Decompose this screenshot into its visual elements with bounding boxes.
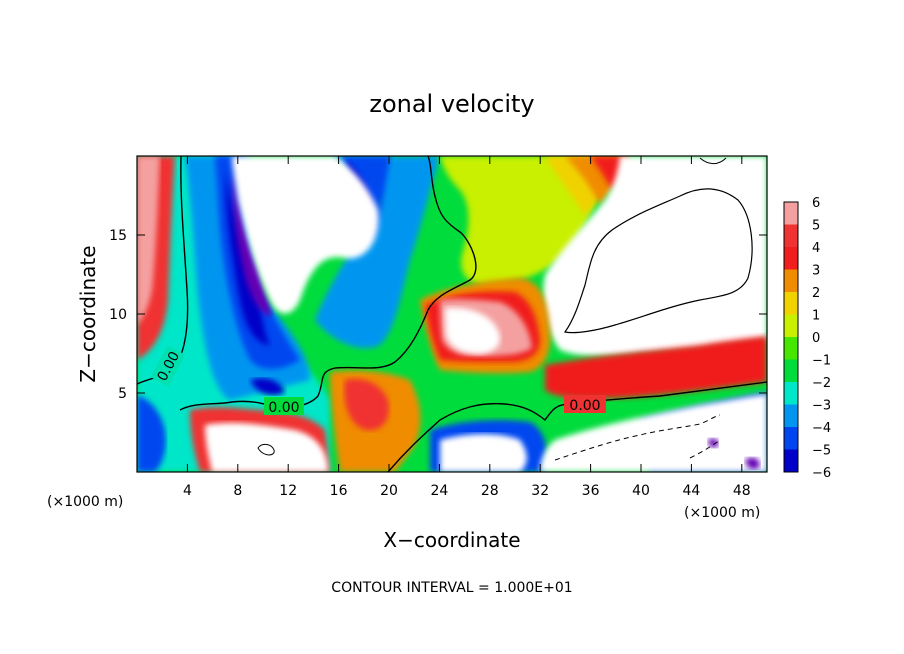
zero-contour-mid (179, 156, 477, 411)
field-region-8 (250, 378, 285, 396)
field-region-26 (137, 156, 160, 325)
zero-contour-lower (387, 381, 767, 472)
x-tick-label-20: 20 (380, 483, 398, 499)
contour-label-bg-3 (564, 395, 606, 413)
colorbar-segment-1 (784, 224, 798, 248)
colorbar-label-8: −2 (812, 376, 831, 391)
colorbar-segment-6 (784, 337, 798, 360)
y-tick-label-5: 5 (118, 386, 127, 402)
x-axis-label: X−coordinate (383, 528, 520, 552)
x-unit-left: (×1000 m) (47, 494, 123, 510)
x-tick-label-40: 40 (632, 483, 650, 499)
colorbar: 6 5 4 3 2 1 0 −1 −2 −3 −4 −5 −6 (783, 196, 831, 481)
colorbar-segment-4 (784, 292, 798, 315)
colorbar-label-6: 0 (812, 331, 820, 346)
field-region-19 (445, 307, 500, 354)
colorbar-label-12: −6 (812, 466, 831, 481)
field-region-24 (205, 422, 328, 472)
y-axis: 5 10 15 (109, 228, 767, 402)
colorbar-label-0: 6 (812, 196, 820, 211)
field-region-22 (344, 378, 389, 431)
y-tick-label-15: 15 (109, 228, 127, 244)
colorbar-segment-9 (784, 404, 798, 428)
colorbar-label-1: 5 (812, 219, 820, 234)
x-tick-label-28: 28 (481, 483, 499, 499)
colorbar-segment-8 (784, 382, 798, 405)
x-unit-right: (×1000 m) (684, 505, 760, 521)
colorbar-label-3: 3 (812, 264, 820, 279)
contour-label-2: 0.00 (268, 400, 299, 416)
field-region-33 (745, 457, 760, 470)
zero-contour-small (257, 443, 275, 456)
contour-lines (137, 156, 767, 472)
contour-label-bg-1 (150, 345, 186, 387)
colorbar-segment-7 (784, 359, 798, 383)
y-axis-label: Z−coordinate (76, 245, 100, 382)
x-tick-label-12: 12 (279, 483, 297, 499)
y-tick-label-10: 10 (109, 307, 127, 323)
x-tick-label-32: 32 (531, 483, 549, 499)
x-tick-label-8: 8 (233, 483, 242, 499)
field-region-9 (232, 170, 272, 316)
colorbar-label-7: −1 (812, 354, 831, 369)
x-tick-label-4: 4 (183, 483, 192, 499)
x-tick-label-16: 16 (330, 483, 348, 499)
contour-labels: 0.00 0.00 0.00 (150, 345, 606, 416)
field-region-20 (545, 336, 767, 399)
colorbar-label-11: −5 (812, 444, 831, 459)
contour-label-3: 0.00 (569, 398, 600, 414)
field-region-27 (137, 395, 166, 472)
field-region-32 (708, 438, 719, 448)
chart-title: zonal velocity (369, 90, 534, 118)
colorbar-label-9: −3 (812, 399, 831, 414)
colorbar-label-5: 1 (812, 309, 820, 324)
zero-contour-upper-right (563, 188, 753, 334)
negative-contour-dashed (554, 414, 721, 461)
colorbar-label-10: −4 (812, 421, 831, 436)
x-axis: 4 8 12 16 20 24 28 32 36 40 44 48 (183, 156, 751, 499)
field-region-3 (315, 156, 440, 349)
velocity-field (137, 156, 767, 472)
colorbar-segment-2 (784, 247, 798, 270)
contour-label-bg-2 (264, 397, 304, 415)
contour-interval-note: CONTOUR INTERVAL = 1.000E+01 (331, 580, 572, 596)
field-region-15 (543, 156, 767, 356)
colorbar-segment-10 (784, 427, 798, 450)
x-tick-label-36: 36 (582, 483, 600, 499)
colorbar-segment-3 (784, 269, 798, 293)
plot-area: 0.00 0.00 0.00 4 8 12 16 20 24 28 32 36 40 44 48 51… (109, 155, 768, 499)
colorbar-segment-5 (784, 314, 798, 338)
field-region-10 (232, 156, 379, 314)
x-tick-label-24: 24 (430, 483, 448, 499)
colorbar-segment-0 (784, 202, 798, 225)
x-tick-label-44: 44 (682, 483, 700, 499)
field-region-31 (540, 394, 767, 472)
colorbar-label-4: 2 (812, 286, 820, 301)
colorbar-label-2: 4 (812, 241, 820, 256)
field-region-30 (440, 434, 527, 472)
colorbar-frame (783, 201, 799, 473)
zero-contour-top-right (699, 157, 727, 165)
x-tick-label-48: 48 (733, 483, 751, 499)
negative-contour-dashed-2 (689, 439, 721, 459)
colorbar-segment-11 (784, 449, 798, 473)
